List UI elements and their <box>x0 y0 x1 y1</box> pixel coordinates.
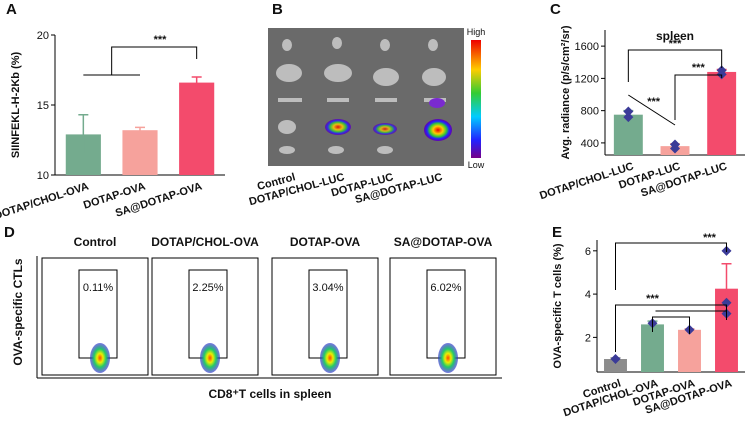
data-point <box>716 65 727 76</box>
bar <box>715 288 738 372</box>
bracket <box>674 74 723 120</box>
flow-plot <box>41 257 149 376</box>
bar <box>604 359 627 372</box>
cell-cloud <box>200 343 220 373</box>
bracket <box>615 304 727 352</box>
flow-header: DOTAP/CHOL-OVA <box>151 235 259 249</box>
panel-letter: C <box>550 1 561 18</box>
y-axis-label: OVA-specific T cells (%) <box>552 243 564 368</box>
flow-plot <box>389 257 497 376</box>
data-point <box>610 354 621 365</box>
flow-header: DOTAP-OVA <box>290 235 361 249</box>
significance: *** <box>646 293 660 305</box>
data-point <box>623 106 634 117</box>
gate-percent: 6.02% <box>430 282 461 294</box>
panel-letter: E <box>552 224 562 241</box>
gate-percent: 2.25% <box>192 282 223 294</box>
data-point <box>623 112 634 123</box>
error-bar <box>191 76 202 89</box>
flow-plot <box>151 257 259 376</box>
x-tick-label: DOTAP/CHOL-OVA <box>0 180 90 222</box>
panel-letter: A <box>6 1 17 18</box>
y-tick-label: 1200 <box>575 73 599 85</box>
gate-percent: 0.11% <box>83 282 114 294</box>
y-axis-label: OVA-specific CTLs <box>11 258 25 365</box>
error-bar <box>135 126 145 134</box>
x-axis-label: CD8⁺T cells in spleen <box>208 387 331 401</box>
cell-cloud <box>90 343 110 373</box>
y-tick-label: 20 <box>37 30 49 42</box>
y-tick-label: 2 <box>585 332 591 344</box>
gate-percent: 3.04% <box>312 282 343 294</box>
imaging-photo <box>268 28 481 166</box>
significance: *** <box>669 38 683 50</box>
bracket <box>627 49 723 82</box>
chart-title: spleen <box>656 29 694 43</box>
significance: *** <box>703 232 717 244</box>
y-tick-label: 10 <box>37 170 49 182</box>
scale-high: High <box>467 27 486 37</box>
y-tick-label: 800 <box>581 106 599 118</box>
y-tick-label: 4 <box>585 289 591 301</box>
y-axis-label: Avg. radiance (p/s/cm²/sr) <box>560 25 572 159</box>
bar <box>122 130 158 175</box>
y-tick-label: 6 <box>585 246 591 258</box>
flow-header: Control <box>74 235 117 249</box>
bar <box>641 324 664 372</box>
significance: *** <box>692 62 706 74</box>
y-tick-label: 1600 <box>575 41 599 53</box>
panel-letter: B <box>272 1 283 18</box>
significance: *** <box>154 34 168 46</box>
error-bar <box>78 114 89 155</box>
bar <box>707 71 737 155</box>
bar <box>678 329 701 372</box>
cell-cloud <box>320 343 340 373</box>
y-tick-label: 400 <box>581 138 599 150</box>
cell-cloud <box>438 343 458 373</box>
flow-header: SA@DOTAP-OVA <box>394 235 493 249</box>
scale-low: Low <box>468 160 485 170</box>
data-point <box>670 139 680 150</box>
panel-letter: D <box>4 224 15 241</box>
y-axis-label: SIINFEKL-H-2Kb (%) <box>10 52 22 159</box>
y-tick-label: 15 <box>37 100 49 112</box>
significance: *** <box>647 96 661 108</box>
bracket <box>615 242 727 290</box>
bar <box>179 82 215 175</box>
bracket <box>628 94 676 126</box>
flow-plot <box>271 257 379 376</box>
bracket <box>83 46 198 76</box>
